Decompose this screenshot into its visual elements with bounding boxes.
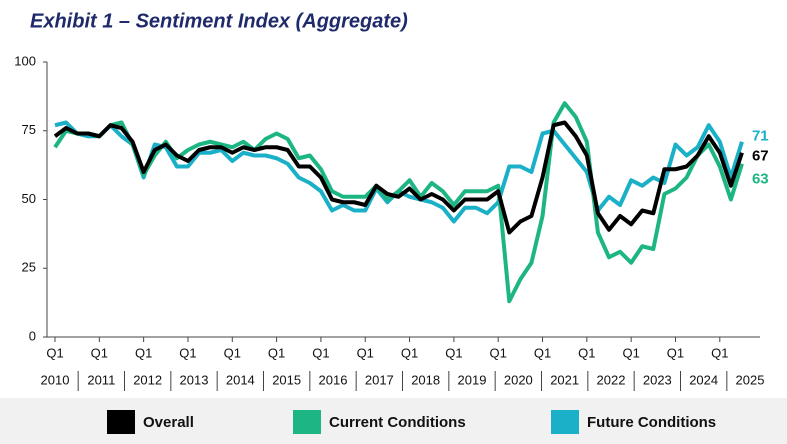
year-label: 2017 bbox=[365, 372, 394, 387]
chart-title: Exhibit 1 – Sentiment Index (Aggregate) bbox=[30, 10, 408, 32]
legend-swatch bbox=[107, 410, 135, 434]
series-line bbox=[53, 120, 744, 235]
x-tick-label: Q1 bbox=[357, 345, 374, 360]
legend-label: Overall bbox=[143, 414, 194, 431]
series-line bbox=[54, 120, 744, 224]
x-tick-label: Q1 bbox=[667, 345, 684, 360]
end-label: 63 bbox=[752, 171, 769, 188]
year-label: 2022 bbox=[597, 372, 626, 387]
year-label: 2014 bbox=[226, 372, 255, 387]
y-tick-label: 0 bbox=[29, 328, 36, 343]
y-tick-label: 75 bbox=[22, 122, 36, 137]
x-tick-label: Q1 bbox=[135, 345, 152, 360]
legend-swatch bbox=[293, 410, 321, 434]
x-tick-label: Q1 bbox=[578, 345, 595, 360]
x-tick-label: Q1 bbox=[534, 345, 551, 360]
legend-swatch bbox=[551, 410, 579, 434]
end-label: 71 bbox=[752, 128, 769, 145]
series-line bbox=[53, 101, 744, 304]
year-label: 2020 bbox=[504, 372, 533, 387]
legend-label: Future Conditions bbox=[587, 414, 716, 431]
x-tick-label: Q1 bbox=[622, 345, 639, 360]
end-label: 67 bbox=[752, 148, 769, 165]
year-label: 2012 bbox=[133, 372, 162, 387]
y-tick-label: 25 bbox=[22, 260, 36, 275]
year-label: 2013 bbox=[180, 372, 209, 387]
year-label: 2023 bbox=[643, 372, 672, 387]
year-label: 2021 bbox=[550, 372, 579, 387]
x-tick-label: Q1 bbox=[401, 345, 418, 360]
y-tick-label: 50 bbox=[22, 191, 36, 206]
x-tick-label: Q1 bbox=[445, 345, 462, 360]
year-label: 2010 bbox=[41, 372, 70, 387]
year-label: 2016 bbox=[319, 372, 348, 387]
y-tick-label: 100 bbox=[14, 53, 36, 68]
year-label: 2025 bbox=[736, 372, 765, 387]
year-label: 2024 bbox=[689, 372, 718, 387]
x-tick-label: Q1 bbox=[711, 345, 728, 360]
legend-label: Current Conditions bbox=[329, 414, 466, 431]
x-tick-label: Q1 bbox=[91, 345, 108, 360]
year-label: 2018 bbox=[411, 372, 440, 387]
x-tick-label: Q1 bbox=[490, 345, 507, 360]
x-tick-label: Q1 bbox=[179, 345, 196, 360]
x-tick-label: Q1 bbox=[268, 345, 285, 360]
x-tick-label: Q1 bbox=[46, 345, 63, 360]
year-label: 2019 bbox=[458, 372, 487, 387]
year-label: 2015 bbox=[272, 372, 301, 387]
year-label: 2011 bbox=[87, 372, 115, 387]
x-tick-label: Q1 bbox=[312, 345, 329, 360]
x-tick-label: Q1 bbox=[224, 345, 241, 360]
